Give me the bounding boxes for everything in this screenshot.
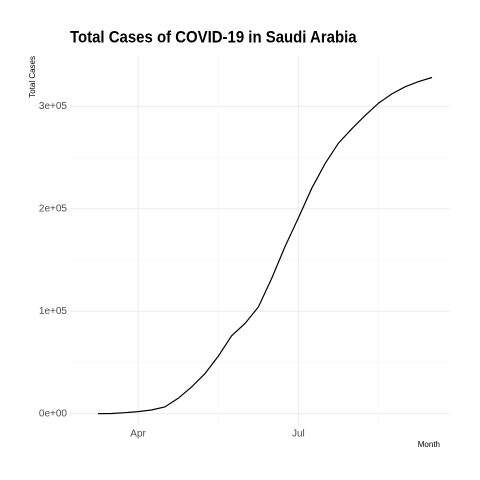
x-axis-label: Month [418,440,440,449]
y-tick-label: 1e+05 [39,306,68,317]
line [97,76,433,415]
chart-title: Total Cases of COVID-19 in Saudi Arabia [70,29,357,47]
y-axis-label: Total Cases [28,56,37,98]
y-tick-label: 0e+00 [39,408,68,419]
x-tick-label: Jul [292,429,305,440]
y-tick-label: 3e+05 [39,101,68,112]
x-tick-label: Apr [130,429,146,440]
y-tick-label: 2e+05 [39,203,68,214]
